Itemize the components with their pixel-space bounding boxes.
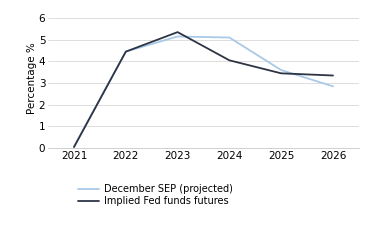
Legend: December SEP (projected), Implied Fed funds futures: December SEP (projected), Implied Fed fu… [78, 184, 233, 206]
December SEP (projected) [72, 145, 76, 148]
Line: December SEP (projected): December SEP (projected) [74, 37, 333, 147]
December SEP (projected) [279, 69, 283, 71]
December SEP (projected) [175, 35, 180, 38]
December SEP (projected) [227, 36, 232, 39]
Implied Fed funds futures [124, 50, 128, 53]
Implied Fed funds futures [331, 74, 335, 77]
December SEP (projected) [124, 50, 128, 53]
Implied Fed funds futures [72, 146, 76, 148]
Line: Implied Fed funds futures: Implied Fed funds futures [74, 32, 333, 147]
December SEP (projected) [331, 85, 335, 88]
Implied Fed funds futures [279, 72, 283, 75]
Implied Fed funds futures [227, 59, 232, 62]
Implied Fed funds futures [175, 31, 180, 33]
Y-axis label: Percentage %: Percentage % [27, 42, 37, 114]
